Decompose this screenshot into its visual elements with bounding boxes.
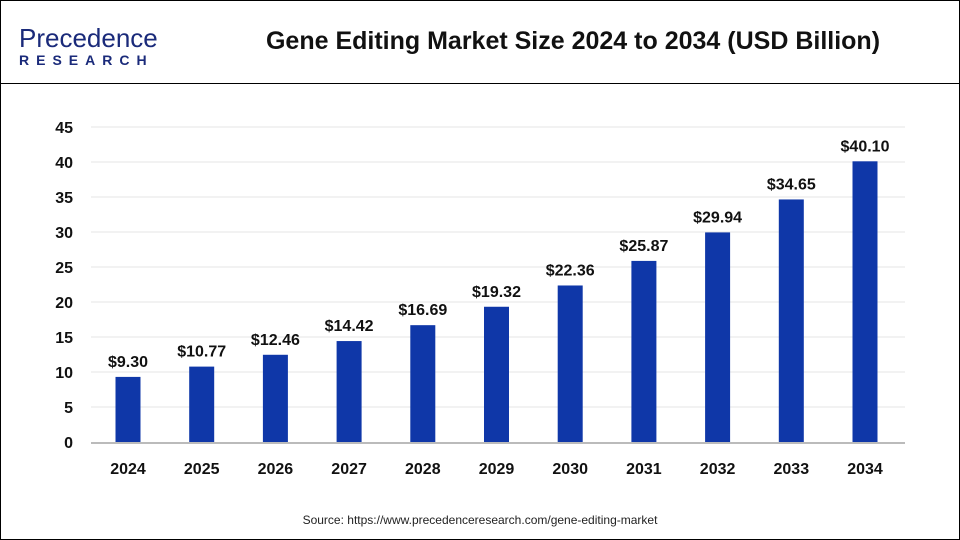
bar [262, 354, 288, 442]
bar [705, 232, 731, 442]
y-tick-label: 40 [55, 155, 73, 172]
x-tick-label: 2031 [626, 461, 662, 478]
data-label: $9.30 [108, 354, 148, 371]
chart-title: Gene Editing Market Size 2024 to 2034 (U… [265, 27, 881, 55]
bar [631, 260, 657, 442]
x-tick-label: 2029 [479, 461, 515, 478]
x-tick-label: 2033 [774, 461, 810, 478]
bar [336, 341, 362, 442]
x-tick-label: 2027 [331, 461, 367, 478]
y-tick-label: 5 [64, 400, 73, 417]
header: Precedence RESEARCH Gene Editing Market … [1, 1, 959, 84]
x-tick-label: 2025 [184, 461, 220, 478]
bar-chart: 051015202530354045$9.302024$10.772025$12… [55, 120, 905, 478]
data-label: $14.42 [325, 318, 374, 335]
data-label: $12.46 [251, 332, 300, 349]
source-text: Source: https://www.precedenceresearch.c… [302, 513, 658, 527]
bar [484, 306, 509, 442]
data-label: $19.32 [472, 284, 521, 301]
bar [410, 325, 436, 442]
y-tick-label: 15 [55, 330, 73, 347]
x-tick-label: 2026 [258, 461, 294, 478]
x-tick-label: 2034 [847, 461, 883, 478]
data-label: $10.77 [177, 344, 226, 361]
x-tick-label: 2024 [110, 461, 146, 478]
bar [115, 376, 141, 442]
data-label: $29.94 [693, 209, 742, 226]
data-label: $16.69 [398, 302, 447, 319]
y-tick-label: 30 [55, 225, 73, 242]
x-tick-label: 2030 [552, 461, 588, 478]
bar [852, 161, 878, 443]
y-tick-label: 35 [55, 190, 73, 207]
y-tick-label: 0 [64, 435, 73, 452]
data-label: $25.87 [619, 238, 668, 255]
bar [557, 285, 583, 442]
y-tick-label: 45 [55, 120, 73, 137]
data-label: $40.10 [841, 138, 890, 155]
data-label: $34.65 [767, 176, 816, 193]
bar [189, 366, 215, 442]
y-tick-label: 25 [55, 260, 73, 277]
logo-line2: RESEARCH [19, 52, 154, 68]
x-tick-label: 2028 [405, 461, 441, 478]
logo-line1: Precedence [19, 23, 158, 53]
data-label: $22.36 [546, 262, 595, 279]
bar [778, 199, 804, 442]
precedence-research-logo: Precedence RESEARCH [19, 23, 158, 68]
y-tick-label: 10 [55, 365, 73, 382]
y-tick-label: 20 [55, 295, 73, 312]
x-tick-label: 2032 [700, 461, 736, 478]
